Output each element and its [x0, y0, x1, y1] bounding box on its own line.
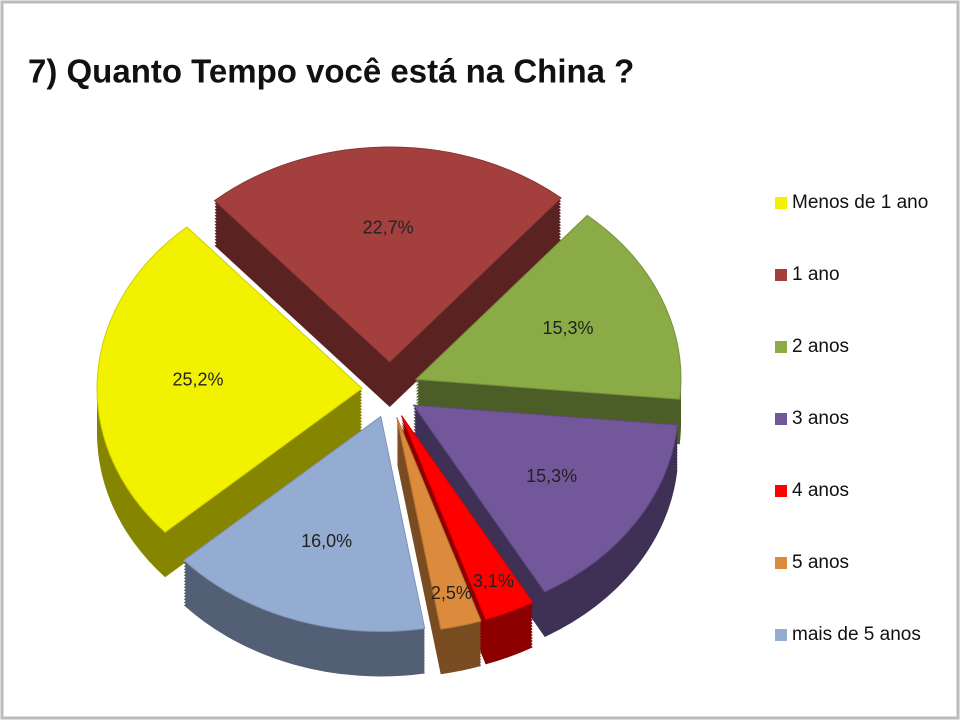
slice: [396, 416, 482, 630]
chart-title: 7) Quanto Tempo você está na China ?: [28, 53, 634, 90]
slice: [96, 226, 363, 533]
slice: [183, 415, 426, 632]
legend-swatch: [775, 629, 787, 641]
slice: [412, 404, 678, 593]
data-label: 25,2%: [172, 369, 223, 389]
data-label: 2,5%: [431, 583, 472, 603]
legend-swatch: [775, 485, 787, 497]
data-label: 16,0%: [301, 531, 352, 551]
legend-label: Menos de 1 ano: [792, 192, 928, 213]
legend-swatch: [775, 197, 787, 209]
legend-label: 2 anos: [792, 336, 849, 357]
legend-label: 4 anos: [792, 480, 849, 501]
slice: [414, 214, 682, 400]
data-label: 15,3%: [526, 466, 577, 486]
legend-label: 5 anos: [792, 552, 849, 573]
legend-label: 1 ano: [792, 264, 840, 285]
legend-label: 3 anos: [792, 408, 849, 429]
data-label: 15,3%: [542, 318, 593, 338]
legend-swatch: [775, 413, 787, 425]
slice: [213, 146, 562, 363]
legend-swatch: [775, 341, 787, 353]
data-label: 22,7%: [363, 217, 414, 237]
slice: [400, 415, 534, 621]
data-label: 3,1%: [473, 571, 514, 591]
legend-label: mais de 5 anos: [792, 624, 921, 645]
legend-swatch: [775, 269, 787, 281]
legend-swatch: [775, 557, 787, 569]
